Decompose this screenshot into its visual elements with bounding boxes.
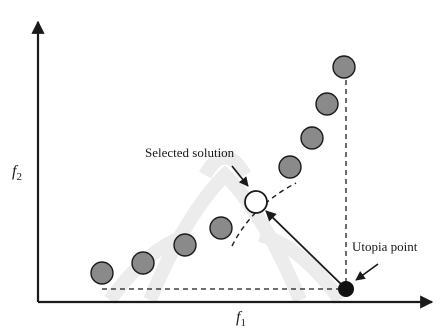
selected-solution-pointer (231, 165, 249, 187)
x-axis-label-base: f (236, 309, 243, 326)
utopia-point-label: Utopia point (352, 239, 418, 254)
utopia-point-pointer (355, 263, 379, 281)
utopia-to-selected-arrow (265, 210, 345, 288)
pareto-point-8 (332, 55, 356, 79)
pareto-point-7 (315, 92, 339, 116)
x-axis-label-sub: 1 (240, 317, 246, 328)
pareto-point-4 (209, 216, 233, 240)
pareto-point-2 (131, 251, 155, 275)
selected-solution-point (244, 190, 268, 214)
pareto-point-3 (173, 233, 197, 257)
pareto-points (90, 55, 356, 285)
y-axis-label: f2 (12, 163, 22, 183)
axes (31, 20, 434, 309)
pareto-point-5 (278, 155, 302, 179)
pareto-point-1 (90, 261, 114, 285)
y-axis-label-base: f (12, 163, 19, 180)
selected-solution-label: Selected solution (145, 145, 235, 160)
y-axis-label-sub: 2 (16, 171, 22, 183)
x-axis-label: f1 (236, 309, 246, 328)
utopia-point (338, 281, 354, 297)
tangent-dashed-curve (231, 182, 297, 247)
pareto-point-6 (300, 126, 324, 150)
